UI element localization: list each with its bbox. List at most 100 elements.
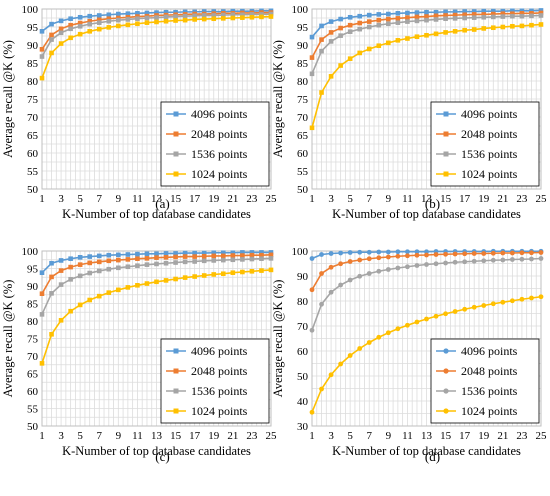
data-point — [182, 17, 188, 23]
data-point — [395, 249, 401, 255]
x-tick-label: 9 — [386, 193, 392, 205]
data-point — [376, 249, 382, 255]
data-point — [163, 251, 169, 256]
legend-marker — [443, 151, 449, 157]
data-point — [240, 15, 245, 20]
data-point — [519, 296, 525, 302]
legend-entry: 2048 points — [191, 127, 248, 141]
data-point — [163, 18, 169, 24]
y-axis-label: Average recall @K (%) — [1, 40, 15, 158]
data-point — [309, 409, 315, 415]
data-point — [385, 330, 391, 336]
data-point — [433, 13, 439, 19]
y-tick-label: 50 — [27, 184, 39, 196]
data-point — [328, 251, 334, 256]
data-point — [106, 266, 112, 272]
data-point — [249, 250, 255, 255]
x-tick-label: 17 — [459, 193, 471, 205]
data-point — [192, 13, 197, 19]
data-point — [414, 10, 420, 15]
data-point — [268, 256, 274, 261]
data-point — [96, 17, 102, 23]
data-point — [268, 252, 274, 258]
plot-area — [41, 250, 272, 427]
data-point — [385, 249, 391, 255]
data-point — [481, 26, 487, 31]
data-point — [135, 256, 140, 261]
data-point — [443, 251, 448, 257]
data-point — [309, 256, 315, 261]
data-point — [395, 20, 401, 25]
data-point — [240, 250, 245, 255]
data-point — [452, 12, 458, 18]
data-point — [519, 23, 525, 29]
x-tick-label: 23 — [516, 430, 528, 442]
x-tick-label: 25 — [266, 430, 278, 442]
data-point — [328, 19, 334, 24]
data-point — [433, 252, 439, 257]
data-point — [125, 11, 131, 16]
data-point — [471, 304, 477, 310]
data-point — [338, 33, 343, 38]
data-point — [509, 250, 515, 256]
data-point — [519, 250, 525, 256]
y-tick-label: 55 — [27, 404, 39, 416]
data-point — [154, 10, 159, 15]
y-tick-label: 85 — [297, 58, 309, 70]
x-tick-label: 15 — [170, 193, 182, 205]
data-point — [106, 16, 112, 22]
data-point — [49, 50, 54, 56]
data-point — [144, 20, 150, 25]
data-point — [414, 263, 420, 268]
legend-marker — [443, 388, 449, 394]
data-point — [173, 18, 178, 23]
data-point — [58, 41, 64, 46]
data-point — [471, 9, 477, 14]
x-tick-label: 5 — [347, 430, 353, 442]
data-point — [106, 290, 112, 295]
legend-marker — [173, 131, 179, 137]
x-axis-label: K-Number of top database candidates — [62, 444, 251, 458]
data-point — [452, 9, 458, 15]
data-point — [39, 312, 45, 317]
data-point — [328, 39, 334, 44]
data-point — [173, 260, 178, 265]
x-tick-label: 9 — [386, 430, 392, 442]
data-point — [529, 11, 534, 16]
data-point — [106, 18, 112, 24]
data-point — [462, 9, 467, 14]
data-point — [414, 34, 420, 40]
x-tick-label: 3 — [328, 193, 334, 205]
data-point — [192, 250, 197, 256]
y-tick-label: 55 — [27, 166, 39, 178]
y-tick-label: 75 — [27, 94, 39, 106]
data-point — [39, 291, 45, 296]
data-point — [338, 16, 343, 22]
legend-marker — [173, 408, 179, 414]
data-point — [211, 250, 217, 256]
data-point — [347, 259, 353, 264]
data-point — [443, 13, 448, 18]
data-point — [309, 34, 315, 40]
data-point — [500, 299, 506, 305]
data-point — [376, 255, 382, 261]
y-tick-label: 90 — [27, 281, 39, 293]
data-point — [490, 11, 496, 17]
x-tick-label: 3 — [58, 430, 64, 442]
data-point — [58, 26, 64, 32]
data-point — [182, 275, 188, 280]
y-tick-label: 60 — [27, 386, 39, 398]
data-point — [462, 251, 468, 257]
data-point — [230, 270, 236, 275]
x-tick-label: 23 — [516, 193, 528, 205]
data-point — [490, 301, 496, 307]
data-point — [319, 23, 324, 29]
data-point — [230, 257, 236, 263]
y-tick-label: 90 — [297, 271, 309, 283]
x-tick-label: 9 — [116, 430, 122, 442]
data-point — [249, 269, 255, 274]
data-point — [500, 14, 506, 19]
data-point — [249, 256, 255, 262]
data-point — [347, 277, 353, 283]
data-point — [125, 285, 131, 290]
